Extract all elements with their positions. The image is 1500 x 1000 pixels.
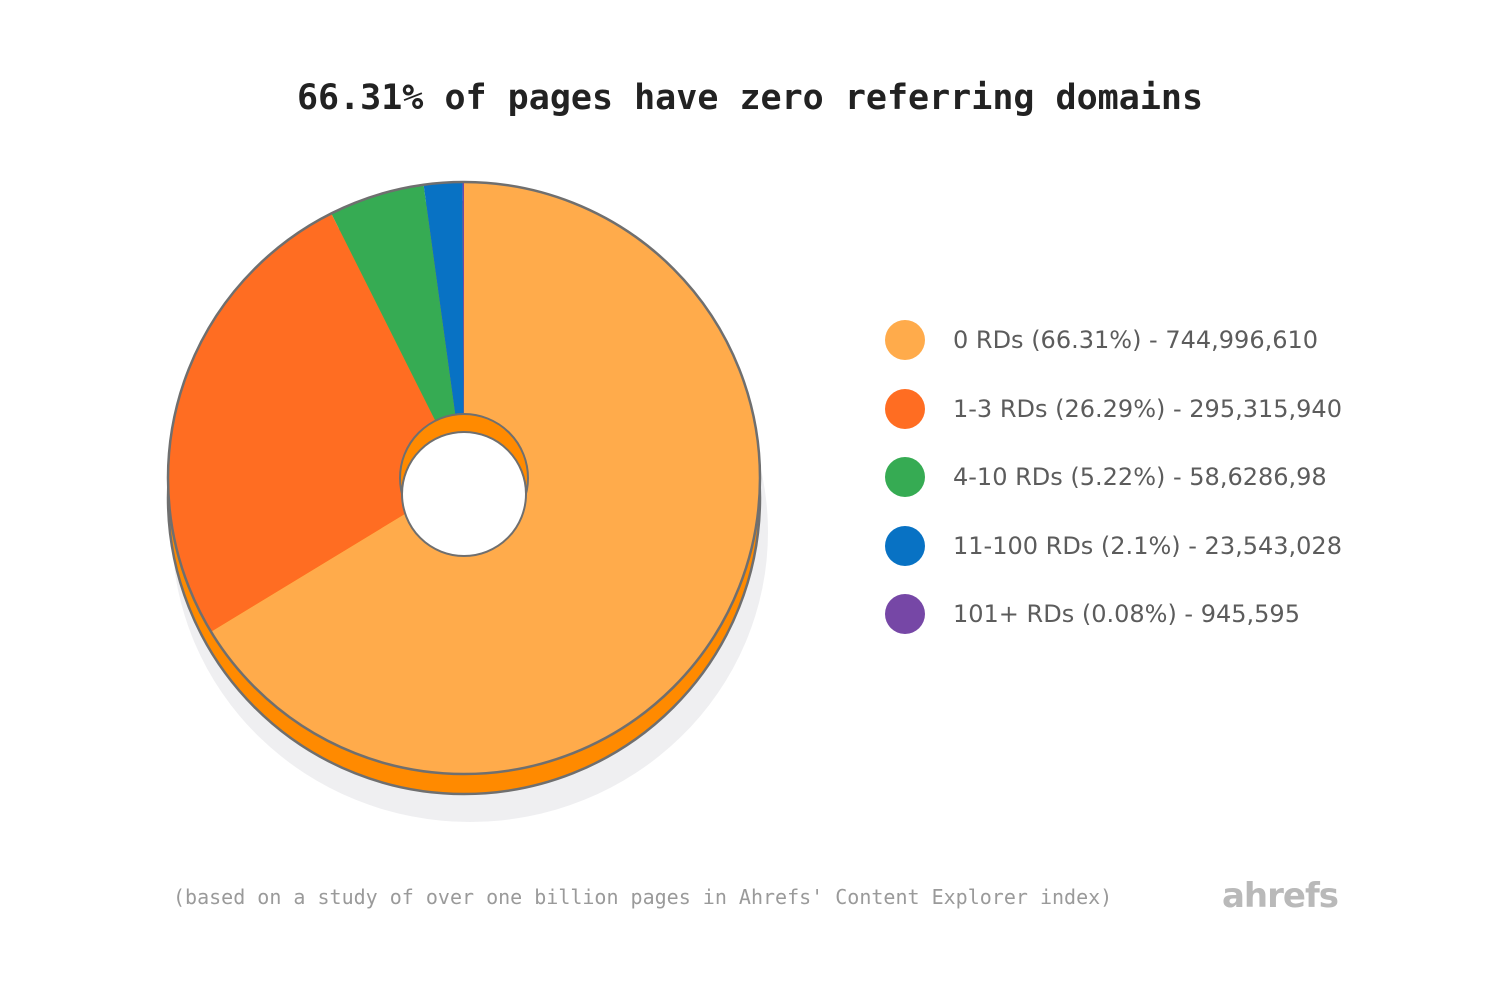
legend-swatch [885, 457, 925, 497]
legend-item: 4-10 RDs (5.22%) - 58,6286,98 [885, 457, 1342, 497]
pie-slice [423, 182, 464, 415]
legend-item: 1-3 RDs (26.29%) - 295,315,940 [885, 388, 1342, 429]
legend-swatch [885, 388, 925, 429]
pie-slice [331, 184, 456, 421]
legend-label: 101+ RDs (0.08%) - 945,595 [953, 600, 1300, 628]
chart-title: 66.31% of pages have zero referring doma… [296, 78, 1204, 118]
chart-outline [166, 180, 762, 776]
legend-item: 0 RDs (66.31%) - 744,996,610 [885, 320, 1342, 360]
pie-slice [167, 213, 436, 632]
legend-swatch [885, 594, 925, 634]
donut-hole [401, 431, 527, 557]
legend-swatch [885, 525, 925, 566]
legend-label: 11-100 RDs (2.1%) - 23,543,028 [953, 531, 1342, 560]
legend-label: 0 RDs (66.31%) - 744,996,610 [953, 326, 1319, 354]
legend-item: 11-100 RDs (2.1%) - 23,543,028 [885, 525, 1342, 566]
legend-label: 1-3 RDs (26.29%) - 295,315,940 [953, 394, 1342, 423]
legend-label: 4-10 RDs (5.22%) - 58,6286,98 [953, 463, 1327, 491]
legend-item: 101+ RDs (0.08%) - 945,595 [885, 594, 1342, 634]
legend-swatch [885, 320, 925, 360]
pie-slice [462, 182, 464, 415]
pie-slice [211, 182, 760, 774]
ahrefs-logo: ahrefs [1221, 876, 1339, 916]
footnote: (based on a study of over one billion pa… [173, 885, 1113, 909]
chart-legend: 0 RDs (66.31%) - 744,996,610 1-3 RDs (26… [885, 320, 1342, 663]
